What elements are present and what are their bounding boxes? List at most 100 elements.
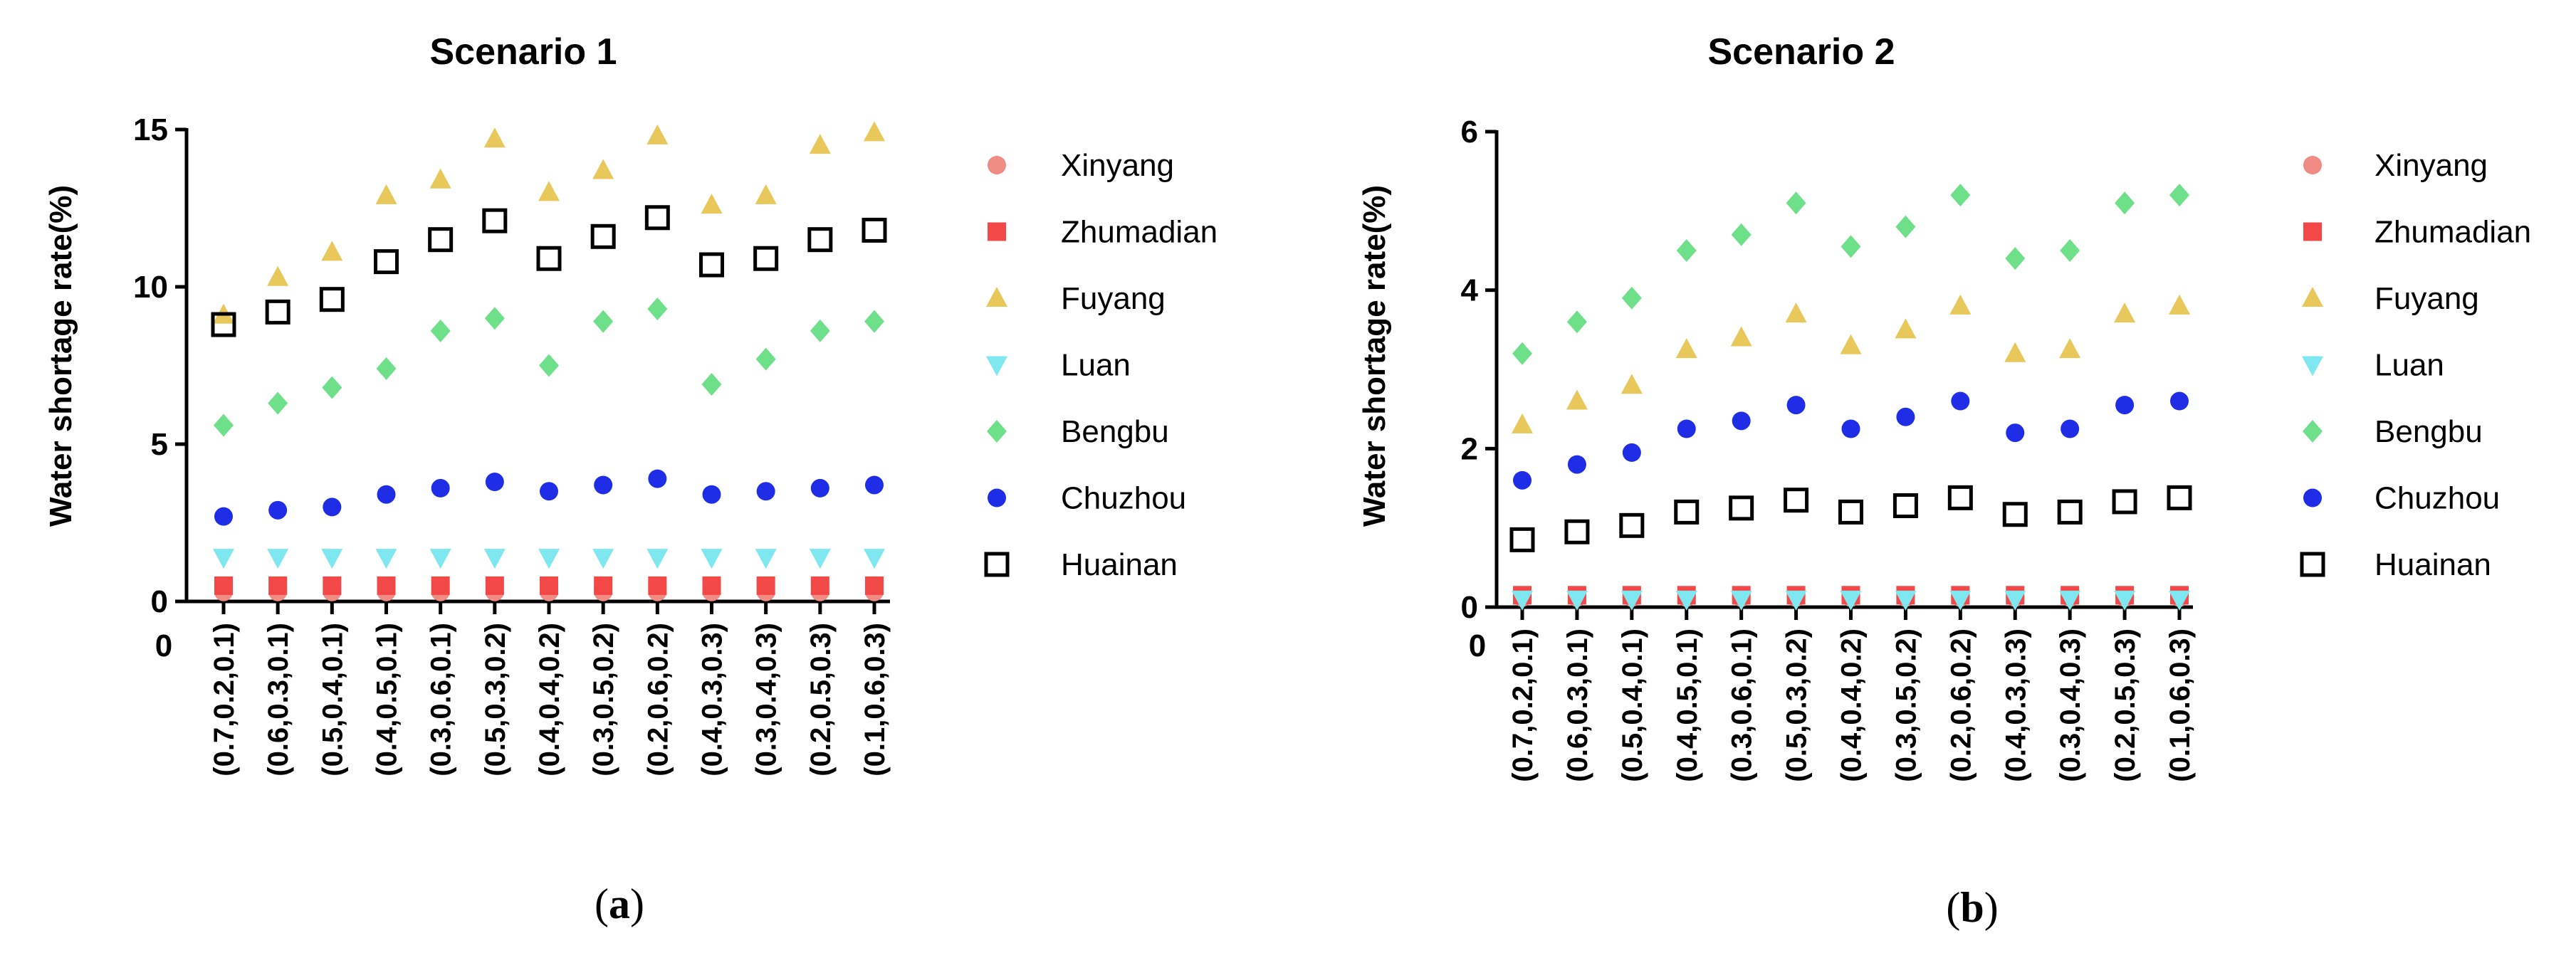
data-point	[646, 549, 669, 569]
legend-marker	[2303, 222, 2322, 241]
data-point	[322, 376, 342, 399]
data-point	[375, 184, 397, 204]
data-point	[321, 549, 343, 569]
data-point	[482, 208, 508, 233]
x-tick-label: (0.4,0.5,0.1)	[372, 623, 403, 777]
data-point	[214, 507, 233, 526]
data-point	[2006, 423, 2025, 443]
data-point	[2059, 590, 2081, 611]
data-point	[1621, 590, 1643, 611]
data-point	[1513, 470, 1532, 490]
legend-marker	[987, 420, 1007, 443]
data-points	[211, 121, 887, 601]
data-point	[807, 227, 833, 253]
data-point	[319, 287, 345, 312]
data-point	[1841, 235, 1861, 258]
x-tick-label: (0.3,0.6,0.1)	[1727, 628, 1758, 782]
x-tick-label: (0.3,0.5,0.2)	[588, 623, 619, 777]
data-point	[2112, 489, 2137, 515]
data-point	[323, 498, 342, 517]
data-point	[1512, 342, 1532, 365]
data-point	[1512, 590, 1533, 611]
data-point	[1730, 590, 1752, 611]
legend-marker	[2300, 552, 2325, 577]
legend: Xinyang Zhumadian Fuyang Luan Bengbu Chuzhou H…	[984, 148, 1218, 582]
data-point	[2004, 590, 2026, 611]
data-point	[2170, 391, 2189, 411]
data-point	[1677, 419, 1696, 438]
legend-item-bengbu: Bengbu	[987, 414, 1169, 449]
data-point	[701, 373, 722, 396]
legend-item-xinyang: Xinyang	[988, 148, 1174, 183]
data-point	[431, 576, 450, 595]
chart-title: Scenario 2	[1707, 31, 1895, 73]
data-point	[483, 127, 506, 148]
legend-item-xinyang: Xinyang	[2303, 148, 2488, 183]
data-point	[1785, 302, 1807, 323]
data-point	[1947, 485, 1973, 510]
data-point	[809, 549, 831, 569]
series-fuyang	[213, 121, 885, 324]
x-tick-label: (0.2,0.5,0.3)	[2110, 628, 2141, 782]
x-ticks: (0.7,0.2,0.1) (0.6,0.3,0.1) (0.5,0.4,0.1) (…	[1507, 607, 2196, 782]
y-tick-label: 2	[1461, 431, 1478, 466]
data-point	[701, 549, 723, 569]
data-point	[864, 121, 885, 142]
data-point	[1566, 590, 1588, 611]
data-point	[539, 354, 559, 377]
data-point	[702, 576, 721, 595]
data-point	[2060, 239, 2080, 262]
data-point	[1622, 443, 1641, 462]
data-point	[755, 549, 777, 569]
x-tick-label: (0.4,0.4,0.2)	[1836, 628, 1868, 782]
data-point	[2057, 499, 2083, 525]
data-point	[862, 217, 887, 243]
data-point	[429, 549, 451, 569]
data-point	[1674, 499, 1700, 525]
data-point	[374, 249, 399, 275]
x-tick-label: (0.5,0.4,0.1)	[1617, 628, 1648, 782]
data-point	[214, 576, 233, 595]
data-points	[1509, 184, 2192, 611]
legend-item-zhumadian: Zhumadian	[988, 215, 1218, 250]
data-point	[376, 357, 397, 380]
data-point	[865, 475, 884, 495]
y-tick-label: 6	[1461, 115, 1478, 149]
legend-marker	[986, 287, 1007, 307]
data-point	[701, 194, 723, 214]
legend-marker	[988, 222, 1006, 241]
panel-b: Scenario 2 Water shortage rate(%) 0 0 2 4 6…	[1357, 31, 2531, 931]
series-luan	[1512, 590, 2190, 611]
data-point	[1619, 512, 1645, 538]
legend-label: Bengbu	[1061, 414, 1169, 449]
y-tick-label: 0	[151, 584, 168, 619]
legend-label: Chuzhou	[2375, 481, 2500, 516]
legend-label: Huainan	[1061, 547, 1178, 582]
data-point	[377, 485, 396, 504]
data-point	[810, 576, 829, 595]
data-point	[1675, 338, 1697, 359]
data-point	[485, 576, 504, 595]
data-point	[267, 549, 289, 569]
x-tick-label: (0.5,0.3,0.2)	[1781, 628, 1813, 782]
legend-marker	[2303, 420, 2323, 443]
series-chuzhou	[214, 469, 884, 526]
data-point	[431, 478, 450, 498]
data-point	[2004, 342, 2026, 362]
y-tick-label: 10	[133, 270, 168, 305]
y-ticks: 0 5 10 15	[133, 112, 187, 619]
data-point	[1951, 391, 1970, 411]
panel-label-b: (b)	[1946, 884, 1998, 931]
data-point	[755, 184, 777, 204]
legend-marker	[986, 356, 1007, 377]
data-point	[1567, 455, 1586, 474]
data-point	[756, 576, 775, 595]
data-point	[810, 319, 830, 342]
legend-label: Luan	[1061, 348, 1131, 383]
data-point	[2114, 590, 2136, 611]
data-point	[646, 124, 669, 144]
legend-label: Zhumadian	[1061, 215, 1218, 250]
x-tick-label: (0.1,0.6,0.3)	[859, 623, 891, 777]
y-axis-label: Water shortage rate(%)	[1357, 185, 1392, 527]
